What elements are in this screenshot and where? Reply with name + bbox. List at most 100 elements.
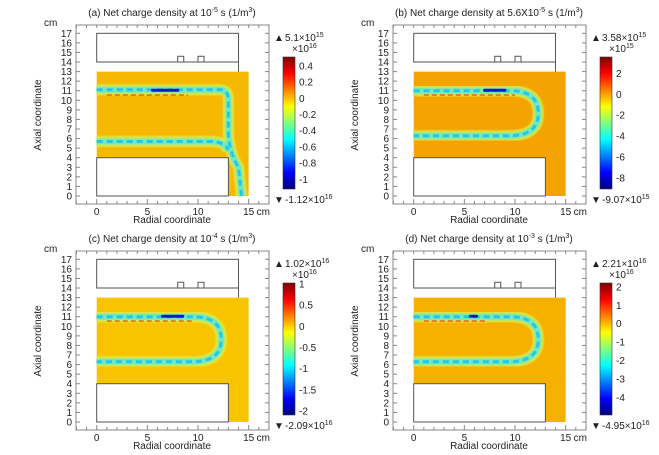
y-tick-label: 17 (61, 29, 73, 40)
y-tick-label: 8 (383, 115, 389, 126)
y-tick-label: 10 (378, 96, 390, 107)
colorbar-tick-label: 0.5 (299, 301, 313, 312)
y-tick-label: 0 (66, 192, 72, 203)
electrode-bottom (96, 157, 229, 197)
colorbar-tick-label: 0 (616, 319, 622, 330)
x-tick-label: 15 (560, 207, 572, 218)
y-tick-label: 13 (378, 67, 390, 78)
y-tick-label: 2 (383, 398, 389, 409)
y-tick-label: 3 (383, 389, 389, 400)
y-tick-label: 13 (378, 293, 390, 304)
electrode-bottom (413, 383, 546, 423)
x-unit-label: cm (574, 433, 587, 444)
colorbar-tick-label: -3 (616, 375, 625, 386)
y-axis-label: Axial coordinate (33, 79, 44, 151)
colorbar-multiplier: ×1016 (292, 269, 317, 281)
y-tick-label: 11 (62, 86, 73, 97)
y-unit-label: cm (44, 244, 57, 255)
min-marker-icon: ▼ (274, 421, 284, 432)
max-marker-icon: ▲ (591, 33, 601, 44)
small-probe (197, 281, 205, 289)
panel-d: (d) Net charge density at 10-3 s (1/m3) 0… (350, 233, 650, 452)
y-tick-label: 1 (66, 182, 72, 193)
y-tick-label: 16 (378, 264, 390, 275)
max-marker-icon: ▲ (591, 259, 601, 270)
y-tick-label: 14 (378, 284, 390, 295)
x-unit-label: cm (574, 207, 587, 218)
x-unit-label: cm (257, 207, 270, 218)
x-tick-label: 0 (411, 207, 417, 218)
y-tick-label: 16 (61, 264, 73, 275)
colorbar-tick-label: -1.5 (299, 385, 317, 396)
chart-title: (d) Net charge density at 10-3 s (1/m3) (405, 233, 572, 245)
y-tick-label: 1 (66, 408, 72, 419)
y-tick-label: 9 (383, 105, 389, 116)
y-tick-label: 3 (66, 389, 72, 400)
colorbar-tick-label: -4 (616, 132, 625, 143)
title-text: (c) Net charge density at 10 (89, 234, 212, 245)
y-tick-label: 6 (66, 360, 72, 371)
colorbar-tick-label: -4 (616, 393, 625, 404)
x-tick-label: 15 (243, 433, 255, 444)
charge-band-core (96, 88, 244, 197)
y-unit-label: cm (361, 244, 374, 255)
colorbar-min-label: -4.95×1016 (602, 420, 650, 432)
colorbar-max-label: 2.21×1016 (602, 258, 646, 270)
y-tick-label: 12 (61, 77, 73, 88)
y-tick-label: 5 (383, 144, 389, 155)
y-tick-label: 6 (383, 360, 389, 371)
y-tick-label: 11 (379, 86, 390, 97)
small-probe (514, 281, 522, 289)
chart-title: (b) Net charge density at 5.6X10-5 s (1/… (395, 7, 583, 19)
colorbar-tick-label: 2 (616, 282, 622, 293)
colorbar-tick-label: 0 (299, 94, 305, 105)
y-tick-label: 1 (383, 408, 389, 419)
colorbar-min-label: -2.09×1016 (285, 420, 333, 432)
colorbar-tick-label: -0.6 (299, 142, 317, 153)
y-tick-label: 6 (66, 134, 72, 145)
title-exponent: 3 (248, 7, 252, 14)
small-probe (494, 281, 502, 289)
x-tick-label: 5 (462, 207, 468, 218)
title-text: ) (580, 8, 583, 19)
colorbar (282, 282, 296, 416)
x-axis-label: Radial coordinate (450, 441, 528, 452)
y-tick-label: 5 (66, 370, 72, 381)
y-tick-label: 9 (383, 331, 389, 342)
y-tick-label: 3 (383, 163, 389, 174)
title-exponent: 3 (248, 233, 252, 240)
y-unit-label: cm (44, 18, 57, 29)
y-tick-label: 16 (378, 38, 390, 49)
title-text: (d) Net charge density at 10 (405, 234, 529, 245)
panel-c: (c) Net charge density at 10-4 s (1/m3)0… (33, 233, 333, 452)
y-tick-label: 2 (66, 398, 72, 409)
y-tick-label: 8 (66, 341, 72, 352)
y-tick-label: 17 (378, 29, 390, 40)
y-tick-label: 2 (383, 172, 389, 183)
y-tick-label: 7 (66, 351, 72, 362)
y-tick-label: 16 (61, 38, 73, 49)
title-text: ) (252, 234, 255, 245)
colorbar-tick-label: -8 (616, 173, 625, 184)
y-tick-label: 17 (61, 255, 73, 266)
x-tick-label: 15 (560, 433, 572, 444)
chart-title: (a) Net charge density at 10-5 s (1/m3) (88, 7, 255, 19)
y-tick-label: 13 (61, 67, 73, 78)
x-tick-label: 10 (192, 207, 204, 218)
title-text: s (1/m (218, 234, 249, 245)
colorbar-tick-label: 1 (299, 279, 305, 290)
y-tick-label: 2 (66, 172, 72, 183)
colorbar-tick-label: -1 (299, 175, 308, 186)
max-marker-icon: ▲ (274, 33, 284, 44)
colorbar-tick-label: 0 (616, 90, 622, 101)
colorbar-max-label: 3.58×1015 (602, 32, 646, 44)
colorbar-min-label: -9.07×1015 (602, 194, 650, 206)
charge-band (413, 87, 542, 139)
min-marker-icon: ▼ (274, 195, 284, 206)
panel-a: (a) Net charge density at 10-5 s (1/m3) 0… (33, 7, 333, 226)
colorbar-tick-label: -2 (299, 407, 308, 418)
x-unit-label: cm (257, 433, 270, 444)
y-tick-label: 8 (66, 115, 72, 126)
y-tick-label: 4 (383, 153, 389, 164)
y-tick-label: 10 (61, 96, 73, 107)
